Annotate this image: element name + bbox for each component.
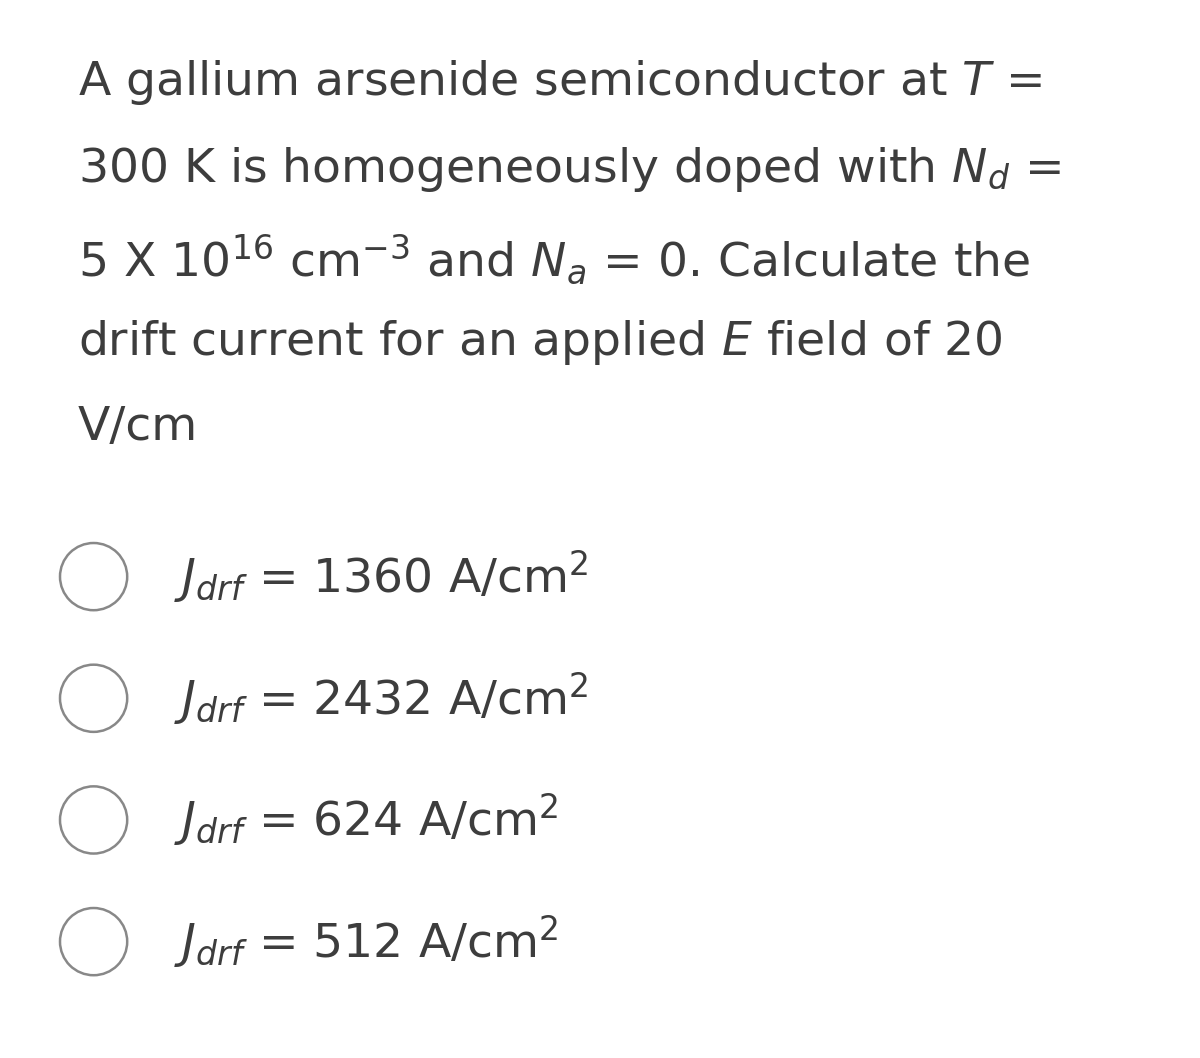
Text: 300 K is homogeneously doped with $N_d$ =: 300 K is homogeneously doped with $N_d$ … bbox=[78, 145, 1061, 194]
Text: drift current for an applied $E$ field of 20: drift current for an applied $E$ field o… bbox=[78, 318, 1002, 367]
Text: $J_{drf}$ = 512 A/cm$^2$: $J_{drf}$ = 512 A/cm$^2$ bbox=[174, 913, 558, 970]
Text: 5 X 10$^{16}$ cm$^{-3}$ and $N_a$ = 0. Calculate the: 5 X 10$^{16}$ cm$^{-3}$ and $N_a$ = 0. C… bbox=[78, 232, 1030, 286]
Text: $J_{drf}$ = 2432 A/cm$^2$: $J_{drf}$ = 2432 A/cm$^2$ bbox=[174, 670, 588, 727]
Text: A gallium arsenide semiconductor at $T$ =: A gallium arsenide semiconductor at $T$ … bbox=[78, 58, 1043, 107]
Text: $J_{drf}$ = 624 A/cm$^2$: $J_{drf}$ = 624 A/cm$^2$ bbox=[174, 791, 558, 849]
Text: V/cm: V/cm bbox=[78, 405, 198, 451]
Text: $J_{drf}$ = 1360 A/cm$^2$: $J_{drf}$ = 1360 A/cm$^2$ bbox=[174, 548, 588, 605]
